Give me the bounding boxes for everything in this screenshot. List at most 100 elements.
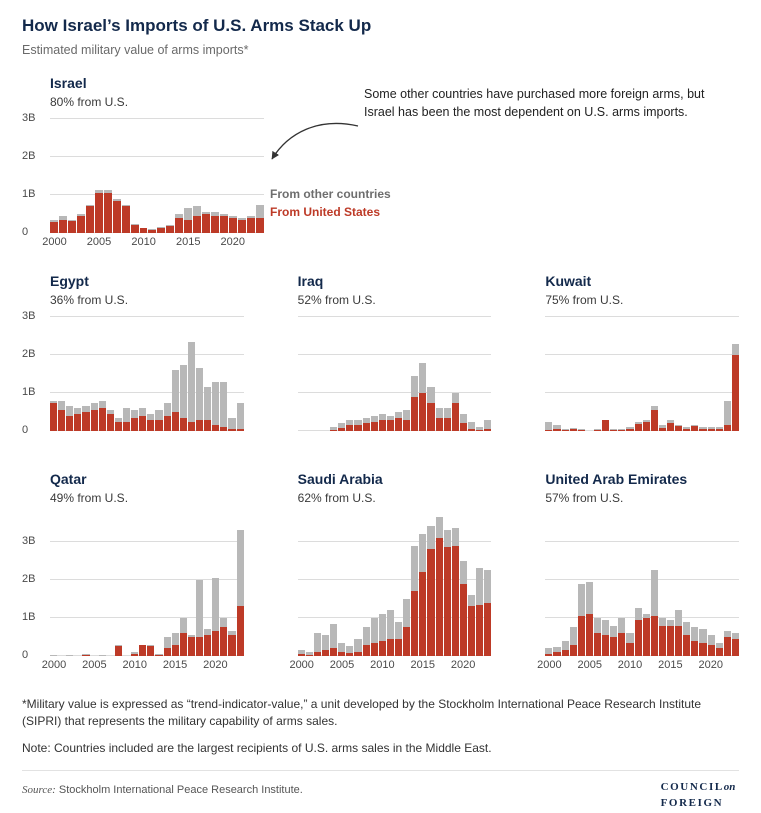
- segment-united-states: [112, 200, 121, 233]
- segment-united-states: [346, 425, 354, 431]
- bar-2003: [569, 317, 577, 431]
- bar-2023: [236, 515, 244, 656]
- segment-other-countries: [122, 408, 131, 422]
- segment-united-states: [459, 583, 467, 656]
- plot-area-egypt: 0 1B 2B 3B: [22, 310, 244, 436]
- bar-2019: [699, 515, 707, 656]
- segment-united-states: [228, 429, 236, 431]
- segment-united-states: [148, 229, 157, 233]
- bar-2016: [675, 515, 683, 656]
- chart-pct-uae: 57% from U.S.: [545, 491, 624, 505]
- segment-other-countries: [593, 617, 602, 634]
- segment-other-countries: [545, 648, 553, 655]
- segment-other-countries: [650, 570, 658, 616]
- plot-area-israel: 0 1B 2B 3B: [22, 112, 264, 238]
- bar-2018: [195, 317, 204, 431]
- bar-2004: [330, 515, 338, 656]
- segment-other-countries: [561, 429, 569, 431]
- segment-united-states: [76, 215, 85, 233]
- bar-2013: [650, 515, 658, 656]
- segment-other-countries: [569, 428, 577, 430]
- segment-other-countries: [707, 427, 715, 430]
- bar-2002: [67, 119, 76, 233]
- gridline: 1B: [22, 611, 244, 623]
- bar-2008: [114, 515, 122, 656]
- bars: [545, 515, 739, 656]
- bar-2018: [691, 515, 699, 656]
- segment-other-countries: [411, 375, 419, 397]
- segment-other-countries: [675, 424, 683, 427]
- segment-united-states: [691, 426, 699, 431]
- segment-united-states: [171, 412, 179, 431]
- segment-united-states: [650, 616, 658, 656]
- chart-pct-iraq: 52% from U.S.: [297, 293, 376, 307]
- bar-2002: [66, 515, 74, 656]
- bar-2010: [378, 317, 386, 431]
- segment-united-states: [553, 652, 561, 656]
- chart-qatar: Qatar 49% from U.S. 0 1B 2B 3B 2000 2005 2010…: [22, 471, 244, 672]
- bar-2014: [658, 515, 666, 656]
- chart-uae: United Arab Emirates 57% from U.S. 2000 2…: [517, 471, 739, 672]
- segment-united-states: [121, 206, 130, 233]
- segment-united-states: [666, 423, 675, 431]
- bar-2011: [634, 515, 642, 656]
- bar-2020: [707, 317, 715, 431]
- x-tick-label: 2020: [450, 659, 476, 671]
- segment-other-countries: [585, 581, 593, 615]
- source-line: Source: Stockholm International Peace Re…: [22, 784, 303, 796]
- bar-2001: [553, 515, 561, 656]
- segment-united-states: [545, 654, 553, 656]
- segment-other-countries: [715, 642, 723, 649]
- segment-united-states: [553, 429, 561, 431]
- source-text: Stockholm International Peace Research I…: [58, 784, 303, 797]
- x-axis-labels-egypt: [50, 431, 244, 447]
- segment-other-countries: [602, 619, 610, 636]
- bar-2006: [103, 119, 112, 233]
- segment-other-countries: [228, 417, 236, 430]
- segment-other-countries: [394, 621, 403, 639]
- bar-2022: [246, 119, 255, 233]
- segment-other-countries: [476, 568, 484, 605]
- segment-united-states: [435, 417, 443, 431]
- segment-united-states: [707, 429, 715, 431]
- plot-area-kuwait: [545, 316, 739, 431]
- segment-united-states: [411, 396, 419, 431]
- segment-united-states: [67, 220, 76, 233]
- segment-united-states: [228, 635, 236, 656]
- bar-2018: [443, 317, 451, 431]
- segment-united-states: [50, 402, 58, 431]
- bar-2019: [699, 317, 707, 431]
- segment-other-countries: [683, 621, 691, 636]
- bar-2022: [228, 317, 236, 431]
- segment-other-countries: [187, 635, 195, 637]
- segment-united-states: [419, 393, 427, 431]
- x-axis-labels-saudi-arabia: 2000 2005 2010 2015 2020: [289, 656, 492, 672]
- cfr-logo: COUNCILon FOREIGN RELATIONS: [661, 780, 739, 813]
- segment-other-countries: [354, 638, 362, 653]
- segment-other-countries: [330, 427, 338, 431]
- segment-united-states: [66, 415, 74, 431]
- segment-other-countries: [642, 614, 650, 618]
- gridline: [297, 430, 492, 431]
- segment-other-countries: [569, 627, 577, 645]
- segment-other-countries: [467, 421, 476, 430]
- bar-2019: [451, 317, 459, 431]
- bar-2020: [212, 317, 220, 431]
- segment-united-states: [114, 646, 122, 656]
- segment-other-countries: [58, 215, 67, 220]
- segment-other-countries: [76, 214, 85, 216]
- charts-row-1: Egypt 36% from U.S. 0 1B 2B 3B Iraq 52% fro…: [22, 273, 739, 447]
- segment-united-states: [220, 427, 228, 431]
- segment-united-states: [147, 419, 155, 431]
- chart-israel: Israel 80% from U.S. 0 1B 2B 3B 2000 2005 201…: [22, 75, 264, 249]
- gridline: [297, 316, 492, 317]
- page-subtitle: Estimated military value of arms imports…: [22, 43, 249, 57]
- segment-united-states: [370, 421, 378, 431]
- segment-united-states: [435, 537, 443, 656]
- bar-2018: [691, 317, 699, 431]
- segment-other-countries: [699, 427, 707, 430]
- x-tick-label: 2015: [175, 236, 201, 248]
- segment-united-states: [338, 652, 346, 656]
- segment-other-countries: [411, 545, 419, 592]
- bar-2011: [386, 515, 394, 656]
